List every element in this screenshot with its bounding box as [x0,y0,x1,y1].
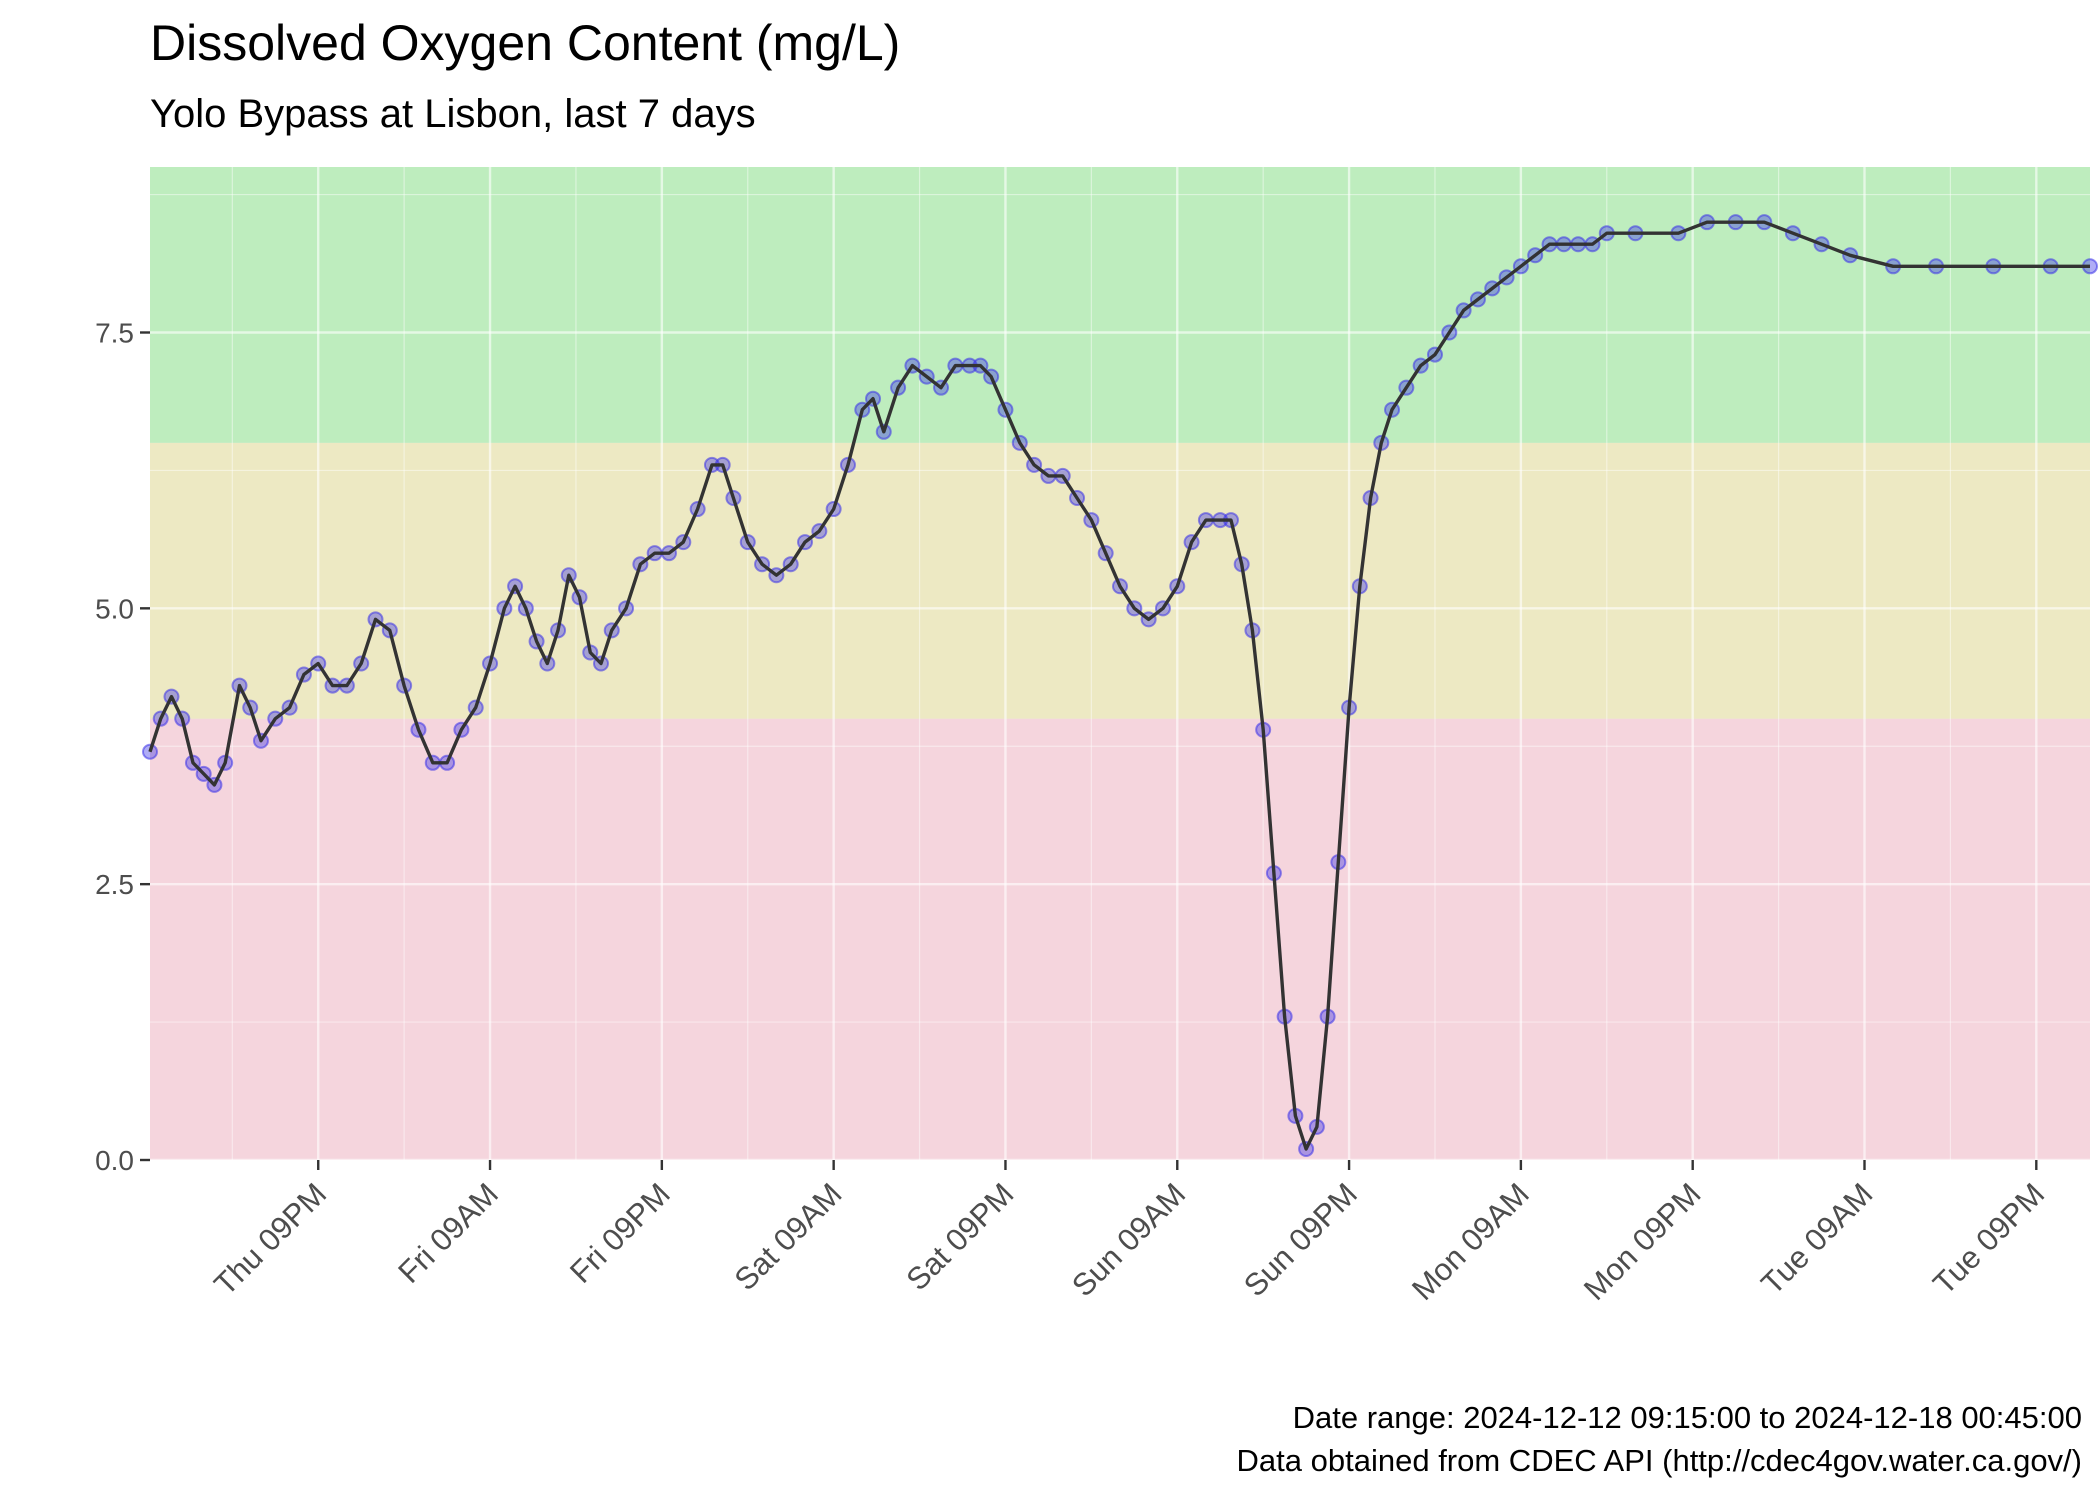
chart-subtitle: Yolo Bypass at Lisbon, last 7 days [150,92,756,136]
x-tick-label: Fri 09AM [391,1176,505,1290]
x-tick-label: Mon 09AM [1405,1176,1536,1307]
x-tick-label: Thu 09PM [207,1176,333,1302]
caption-data-source: Data obtained from CDEC API (http://cdec… [1236,1443,2082,1478]
y-tick-label: 5.0 [95,593,134,624]
y-tick-label: 2.5 [95,869,134,900]
threshold-band-0 [150,718,2090,1160]
threshold-band-2 [150,167,2090,443]
x-tick-label: Tue 09PM [1926,1176,2051,1301]
x-tick-label: Mon 09PM [1577,1176,1708,1307]
x-tick-label: Fri 09PM [563,1176,677,1290]
x-tick-label: Sun 09PM [1237,1176,1364,1303]
x-tick-label: Sat 09AM [728,1176,849,1297]
caption-date-range: Date range: 2024-12-12 09:15:00 to 2024-… [1292,1400,2082,1435]
series-line [148,220,2090,1151]
x-tick-label: Sat 09PM [899,1176,1020,1297]
x-tick-label: Sun 09AM [1065,1176,1192,1303]
y-tick-label: 7.5 [95,318,134,349]
x-tick-label: Tue 09AM [1754,1176,1879,1301]
chart-title: Dissolved Oxygen Content (mg/L) [150,15,901,71]
threshold-band-1 [150,442,2090,719]
y-tick-label: 0.0 [95,1145,134,1176]
